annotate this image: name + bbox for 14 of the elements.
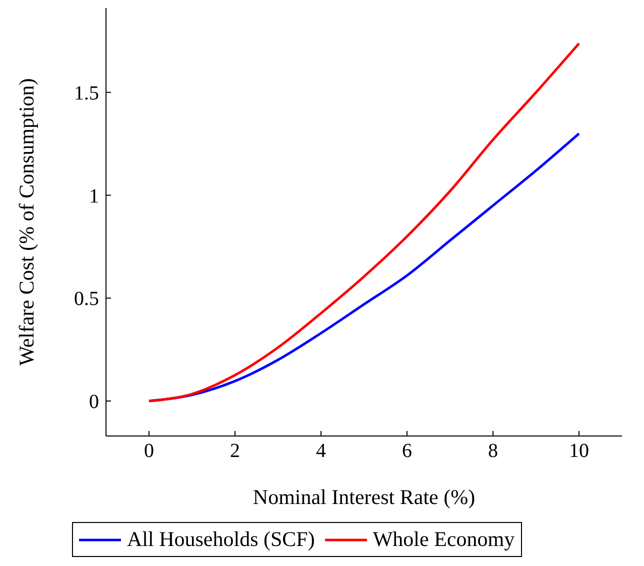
line-series xyxy=(148,42,580,402)
y-tick-label: 1 xyxy=(89,185,99,208)
x-tick-label: 10 xyxy=(569,440,589,462)
x-tick-label: 2 xyxy=(230,440,240,462)
legend-label: All Households (SCF) xyxy=(127,527,315,552)
y-tick-label: 0.5 xyxy=(74,288,99,310)
x-tick-label: 4 xyxy=(316,440,326,462)
y-axis-title: Welfare Cost (% of Consumption) xyxy=(14,78,38,366)
x-tick-label: 8 xyxy=(488,440,498,462)
legend-label: Whole Economy xyxy=(372,527,515,552)
y-tick-label: 0 xyxy=(89,391,99,414)
y-tick-label: 1.5 xyxy=(74,82,99,104)
x-tick-label: 6 xyxy=(402,440,412,462)
x-tick-label: 0 xyxy=(144,440,154,462)
